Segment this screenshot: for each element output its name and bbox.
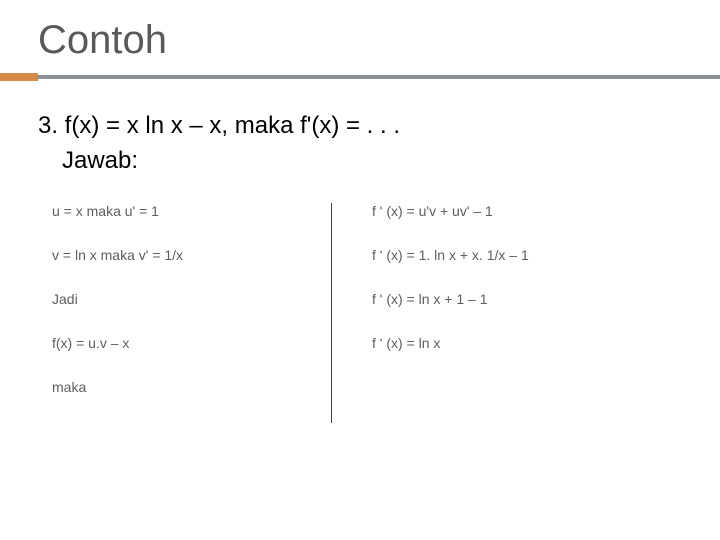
accent-orange bbox=[0, 73, 38, 81]
eq-fprime-4: f ' (x) = ln x bbox=[372, 335, 529, 351]
problem-line-1: 3. f(x) = x ln x – x, maka f'(x) = . . . bbox=[38, 109, 720, 144]
eq-u: u = x maka u' = 1 bbox=[52, 203, 321, 219]
problem-statement: 3. f(x) = x ln x – x, maka f'(x) = . . .… bbox=[0, 81, 720, 179]
eq-fx: f(x) = u.v – x bbox=[52, 335, 321, 351]
accent-gray bbox=[38, 75, 720, 79]
accent-bar bbox=[0, 73, 720, 81]
eq-v: v = ln x maka v' = 1/x bbox=[52, 247, 321, 263]
right-column: f ' (x) = u'v + uv' – 1 f ' (x) = 1. ln … bbox=[332, 203, 529, 423]
problem-line-2: Jawab: bbox=[38, 144, 720, 179]
left-column: u = x maka u' = 1 v = ln x maka v' = 1/x… bbox=[52, 203, 332, 423]
eq-fprime-2: f ' (x) = 1. ln x + x. 1/x – 1 bbox=[372, 247, 529, 263]
eq-fprime-3: f ' (x) = ln x + 1 – 1 bbox=[372, 291, 529, 307]
work-area: u = x maka u' = 1 v = ln x maka v' = 1/x… bbox=[0, 203, 720, 423]
label-maka: maka bbox=[52, 379, 321, 395]
label-jadi: Jadi bbox=[52, 291, 321, 307]
slide-title: Contoh bbox=[0, 0, 720, 73]
eq-fprime-1: f ' (x) = u'v + uv' – 1 bbox=[372, 203, 529, 219]
